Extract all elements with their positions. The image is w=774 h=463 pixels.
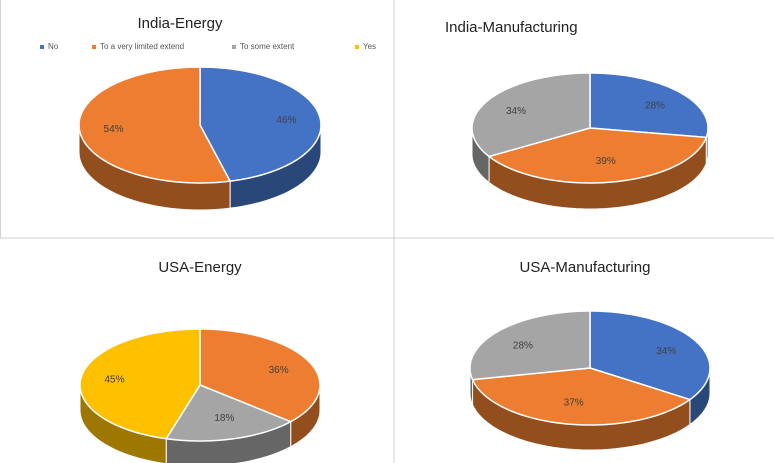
chart-title: USA-Energy — [158, 259, 242, 276]
data-label: 28% — [645, 101, 665, 112]
data-label: 54% — [104, 124, 124, 135]
chart-title: USA-Manufacturing — [520, 259, 651, 276]
data-label: 45% — [104, 375, 124, 386]
legend-swatch — [40, 45, 44, 49]
legend-label: No — [48, 42, 59, 51]
data-label: 36% — [269, 365, 289, 376]
pie-slice — [79, 328, 201, 440]
pie-slice — [589, 72, 709, 139]
data-label: 37% — [564, 397, 584, 408]
legend-label: To a very limited extend — [100, 42, 184, 51]
legend-swatch — [355, 45, 359, 49]
data-label: 39% — [596, 156, 616, 167]
data-label: 34% — [506, 106, 526, 117]
data-label: 46% — [276, 115, 296, 126]
chart-title: India-Energy — [137, 15, 223, 32]
legend-label: To some extent — [240, 42, 295, 51]
pie-slice — [471, 72, 591, 158]
pie-slice — [471, 367, 692, 426]
pie-slice — [469, 310, 591, 381]
legend-label: Yes — [363, 42, 376, 51]
pie-slice — [199, 328, 321, 423]
data-label: 18% — [214, 413, 234, 424]
data-label: 28% — [513, 340, 533, 351]
data-label: 34% — [656, 346, 676, 357]
pie-slice — [78, 66, 232, 184]
chart-title: India-Manufacturing — [445, 19, 578, 36]
legend-swatch — [92, 45, 96, 49]
pie-slice — [164, 384, 293, 442]
legend-swatch — [232, 45, 236, 49]
pie-slice — [199, 66, 322, 182]
